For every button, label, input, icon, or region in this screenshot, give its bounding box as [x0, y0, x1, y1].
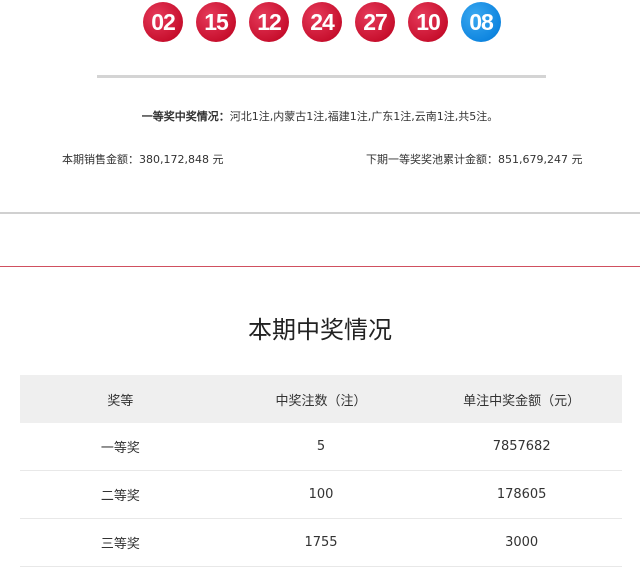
red-ball: 15 — [196, 2, 236, 42]
table-row: 一等奖 5 7857682 — [20, 423, 622, 471]
red-ball: 02 — [143, 2, 183, 42]
prize-table: 奖等 中奖注数（注） 单注中奖金额（元） 一等奖 5 7857682 二等奖 1… — [20, 375, 622, 567]
pool-value: 851,679,247 元 — [498, 153, 583, 166]
prize-level: 一等奖 — [20, 423, 221, 471]
prize-level: 三等奖 — [20, 518, 221, 567]
prize-amount: 7857682 — [421, 423, 622, 471]
sales-amount: 本期销售金额：380,172,848 元 — [62, 151, 223, 167]
blue-ball: 08 — [461, 2, 501, 42]
prize-amount: 3000 — [421, 518, 622, 567]
winner-count: 1755 — [220, 518, 422, 567]
winning-numbers: 02 15 12 24 27 10 08 — [143, 2, 503, 42]
column-header: 中奖注数（注） — [220, 375, 422, 423]
section-title: 本期中奖情况 — [248, 316, 392, 344]
sales-label: 本期销售金额： — [62, 153, 139, 166]
first-prize-detail: 河北1注,内蒙古1注,福建1注,广东1注,云南1注,共5注。 — [229, 110, 499, 123]
column-header: 奖等 — [20, 375, 221, 423]
red-ball: 12 — [249, 2, 289, 42]
column-header: 单注中奖金额（元） — [421, 375, 622, 423]
table-row: 二等奖 100 178605 — [20, 470, 622, 519]
red-ball: 10 — [408, 2, 448, 42]
red-ball: 27 — [355, 2, 395, 42]
section-divider — [0, 266, 640, 267]
sales-value: 380,172,848 元 — [139, 153, 224, 166]
pool-label: 下期一等奖奖池累计金额： — [366, 153, 498, 166]
prize-level: 二等奖 — [20, 470, 221, 519]
table-header-row: 奖等 中奖注数（注） 单注中奖金额（元） — [20, 375, 622, 423]
table-row: 三等奖 1755 3000 — [20, 518, 622, 567]
prize-amount: 178605 — [421, 470, 622, 519]
winner-count: 100 — [220, 470, 422, 519]
divider — [0, 212, 640, 214]
first-prize-label: 一等奖中奖情况： — [141, 110, 230, 123]
red-ball: 24 — [302, 2, 342, 42]
winner-count: 5 — [220, 423, 422, 471]
jackpot-pool: 下期一等奖奖池累计金额：851,679,247 元 — [366, 151, 582, 167]
divider — [97, 75, 546, 78]
first-prize-info: 一等奖中奖情况：河北1注,内蒙古1注,福建1注,广东1注,云南1注,共5注。 — [0, 108, 640, 124]
